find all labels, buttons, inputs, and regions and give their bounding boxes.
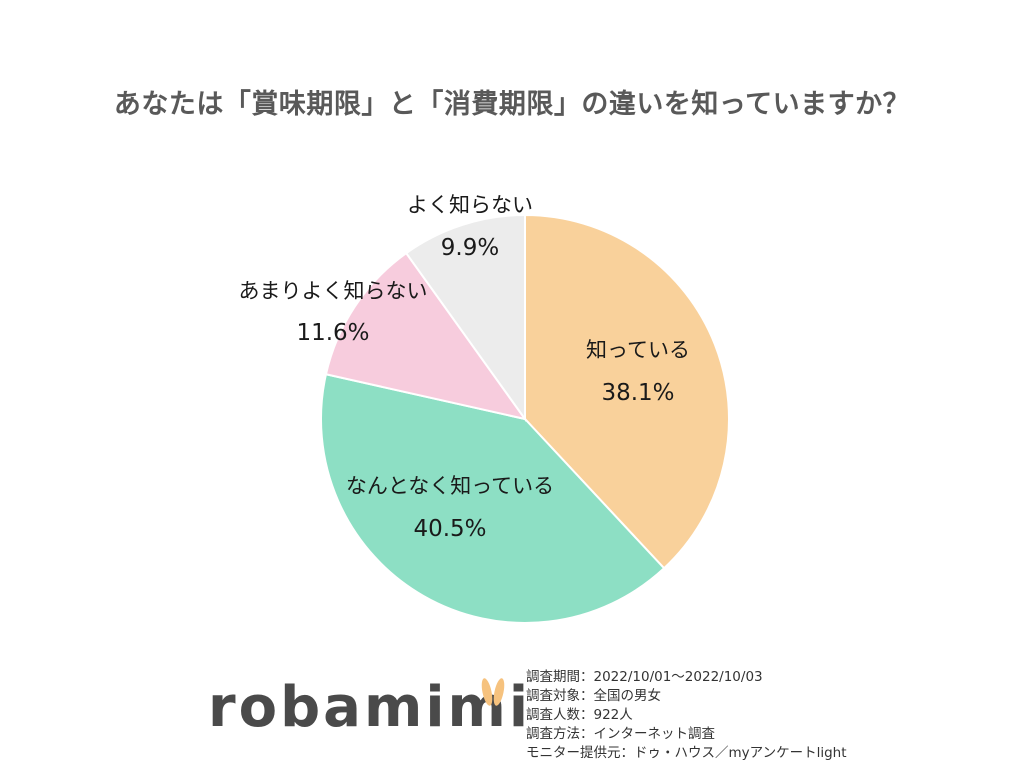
slice-percentage: 11.6% (296, 320, 369, 346)
survey-count: 調査人数：922人 (526, 707, 633, 723)
survey-info: 調査期間：2022/10/01～2022/10/03 調査対象：全国の男女 調査… (526, 668, 847, 763)
pie-labels: 知っている 38.1% なんとなく知っている 40.5% あまりよく知らない 11.6% よ… (239, 193, 690, 542)
chart-title: あなたは「賞味期限」と「消費期限」の違いを知っていますか？ (113, 89, 911, 120)
slice-percentage: 38.1% (601, 380, 674, 406)
survey-method: 調査方法：インターネット調査 (526, 726, 715, 742)
slice-somewhat-know (320, 373, 666, 625)
pie-slices (320, 213, 730, 625)
robamimi-logo: robamimi (208, 675, 532, 740)
slice-know (524, 213, 730, 570)
slice-not-really-know (324, 251, 528, 421)
rabbit-ears-icon (481, 678, 505, 706)
survey-provider: モニター提供元：ドゥ・ハウス／myアンケートlight (526, 745, 847, 761)
slice-label: よく知らない (407, 193, 533, 217)
slice-label: なんとなく知っている (346, 474, 554, 498)
slice-percentage: 40.5% (413, 516, 486, 542)
slice-label: 知っている (586, 338, 690, 362)
survey-target: 調査対象：全国の男女 (526, 688, 661, 704)
slice-label: あまりよく知らない (239, 279, 428, 303)
slice-dont-know (404, 213, 526, 423)
survey-period: 調査期間：2022/10/01～2022/10/03 (526, 669, 763, 685)
slice-percentage: 9.9% (441, 235, 499, 261)
